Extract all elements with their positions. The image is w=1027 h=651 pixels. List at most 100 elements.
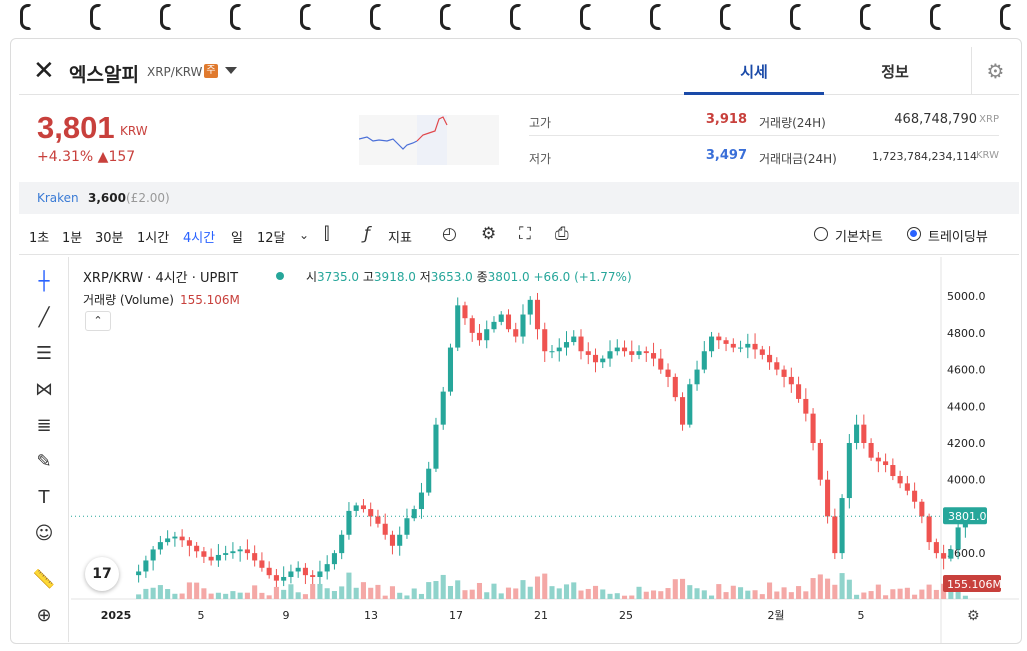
candle-body <box>194 545 200 552</box>
candle-body <box>513 329 519 337</box>
chart-toolbar: 1초 1분 30분 1시간 4시간 일 12달 ⌄ ⫿ ƒ 지표 ◴ ⚙ ⛶ ⎙… <box>19 215 1019 255</box>
trend-line-icon[interactable]: ╱ <box>38 307 50 328</box>
volume-bar <box>353 587 359 599</box>
settings-icon[interactable]: ⚙ <box>481 224 497 244</box>
interval-1h[interactable]: 1시간 <box>137 231 170 246</box>
basic-chart-radio[interactable] <box>814 227 828 241</box>
brush-icon[interactable]: ✎ <box>36 451 52 472</box>
emoji-icon[interactable]: ☺ <box>34 523 54 544</box>
candle-body <box>643 351 649 354</box>
volume-bar <box>803 591 809 599</box>
volume-bar <box>861 592 867 599</box>
indicators-button[interactable]: 지표 <box>388 231 412 246</box>
coin-panel: ✕ 엑스알피 XRP/KRW 주 시세 정보 ⚙ 3,801 KRW +4.31… <box>10 38 1022 644</box>
settings-gear-icon[interactable]: ⚙ <box>971 47 1019 95</box>
high-value: 3,918 <box>705 112 747 127</box>
candle-body <box>223 553 229 555</box>
tradingview-label[interactable]: 트레이딩뷰 <box>928 230 988 245</box>
candle-body <box>636 351 642 355</box>
volume-bar <box>484 592 490 599</box>
volume-bar <box>745 590 751 599</box>
volume-bar <box>716 584 722 599</box>
candle-body <box>143 560 149 572</box>
volume-bar <box>397 592 403 599</box>
candle-body <box>868 443 874 458</box>
volume-bar <box>832 584 838 599</box>
volume-bar <box>868 591 874 599</box>
candle-body <box>418 492 424 510</box>
candle-body <box>672 376 678 398</box>
function-icon[interactable]: ƒ <box>364 224 370 244</box>
interval-30m[interactable]: 30분 <box>95 231 124 246</box>
basic-chart-label[interactable]: 기본차트 <box>835 230 883 245</box>
y-tick-label: 4400.0 <box>947 400 986 413</box>
candle-body <box>527 299 533 315</box>
volume-bar <box>817 574 823 599</box>
y-tick-label: 4800.0 <box>947 327 986 340</box>
candle-body <box>244 549 250 554</box>
candlestick-chart[interactable]: 5000.0 4800.0 4600.0 4400.0 4200.0 4000.0 3600… <box>71 257 1019 644</box>
fib-icon[interactable]: ≣ <box>36 415 52 436</box>
candle-body <box>491 321 497 330</box>
candle-body <box>774 362 780 370</box>
volume-bar <box>136 594 142 599</box>
candle-body <box>310 575 316 577</box>
candle-body <box>331 553 337 565</box>
alert-icon[interactable]: ◴ <box>442 224 457 244</box>
fullscreen-icon[interactable]: ⛶ <box>519 224 531 244</box>
volume-bar <box>411 588 417 599</box>
interval-12mo[interactable]: 12달 <box>257 231 286 246</box>
volume-value-label: 155.106M <box>947 578 1002 591</box>
ruler-icon[interactable]: 📏 <box>32 569 56 590</box>
spiral-ring <box>510 4 522 30</box>
candle-body <box>701 351 707 370</box>
pattern-icon[interactable]: ⋈ <box>35 379 53 400</box>
volume-bar <box>404 595 410 599</box>
chevron-down-icon[interactable] <box>225 67 237 74</box>
interval-1s[interactable]: 1초 <box>29 231 50 246</box>
spiral-ring <box>1000 4 1012 30</box>
volume-bar <box>382 595 388 599</box>
price-chart[interactable]: 5000.0 4800.0 4600.0 4400.0 4200.0 4000.0 3600… <box>71 257 1019 644</box>
candle-body <box>846 443 852 499</box>
tradingview-radio[interactable] <box>907 227 921 241</box>
volume-bar <box>759 594 765 599</box>
horizontal-lines-icon[interactable]: ☰ <box>35 343 53 364</box>
volume-legend: 거래량 (Volume) 155.106M <box>83 293 240 307</box>
x-tick-label: 17 <box>449 609 463 622</box>
volume-bar <box>788 592 794 599</box>
tab-market[interactable]: 시세 <box>684 61 824 95</box>
camera-icon[interactable]: ⎙ <box>555 224 569 244</box>
volume-bar <box>331 590 337 599</box>
exchange-name[interactable]: Kraken <box>37 191 79 205</box>
candle-body <box>563 342 570 348</box>
candle-body <box>796 384 802 399</box>
tradingview-logo[interactable]: 17 <box>85 557 119 591</box>
interval-4h[interactable]: 4시간 <box>183 231 216 246</box>
x-tick-label: 2025 <box>101 609 132 622</box>
interval-dropdown-icon[interactable]: ⌄ <box>299 228 310 242</box>
volume-bar <box>846 579 852 599</box>
candle-body <box>324 564 330 572</box>
candle-body <box>556 347 562 352</box>
volume-bar <box>680 578 686 599</box>
interval-1d[interactable]: 일 <box>231 231 243 246</box>
volume-bar <box>665 588 671 599</box>
volume-bar <box>542 573 548 599</box>
volume-bar <box>455 580 461 599</box>
interval-1m[interactable]: 1분 <box>62 231 83 246</box>
tab-info[interactable]: 정보 <box>881 63 909 81</box>
candle-body <box>933 542 939 554</box>
candle-type-icon[interactable]: ⫿ <box>324 224 330 244</box>
collapse-legend-button[interactable]: ⌃ <box>85 311 111 331</box>
candle-body <box>382 523 388 535</box>
volume-bar <box>621 595 628 599</box>
text-icon[interactable]: T <box>38 487 50 508</box>
candle-body <box>368 509 374 517</box>
zoom-icon[interactable]: ⊕ <box>36 605 52 626</box>
crosshair-icon[interactable]: ┼ <box>38 271 50 292</box>
price-unit: KRW <box>120 124 148 138</box>
xrp-logo-icon: ✕ <box>33 56 55 86</box>
volume-bar <box>578 590 584 599</box>
y-tick-label: 3600.0 <box>947 547 986 560</box>
